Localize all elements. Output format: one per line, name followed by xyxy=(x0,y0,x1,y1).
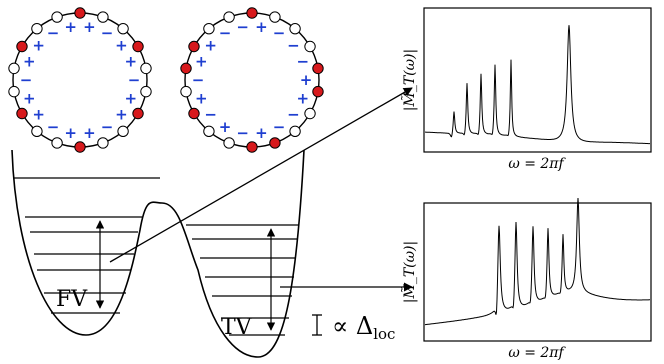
lattice-site xyxy=(117,22,129,35)
bond-sign: − xyxy=(128,71,141,89)
spectrum-curve-top xyxy=(425,25,650,145)
lattice-site xyxy=(223,11,235,23)
bond-sign: − xyxy=(47,118,60,136)
lattice-site xyxy=(16,107,28,120)
bond-sign: + xyxy=(255,18,268,36)
bond-sign: − xyxy=(236,18,249,36)
bond-sign: − xyxy=(20,71,33,89)
bond-sign: − xyxy=(236,124,249,142)
lattice-site xyxy=(304,107,316,120)
bond-sign: − xyxy=(219,24,232,42)
bond-sign: + xyxy=(195,53,208,71)
bond-sign: + xyxy=(296,89,309,107)
bond-sign: + xyxy=(219,118,232,136)
left-well-levels xyxy=(14,177,160,314)
lattice-site xyxy=(97,137,109,149)
bond-sign: − xyxy=(101,24,114,42)
bond-sign: + xyxy=(32,36,45,54)
lattice-site xyxy=(289,22,301,35)
lattice-site xyxy=(304,40,316,53)
lattice-site xyxy=(223,137,235,149)
lattice-site xyxy=(31,22,43,35)
lattice-site xyxy=(8,85,20,98)
spectrum-curve-bottom xyxy=(424,197,650,326)
lattice-site xyxy=(16,40,28,53)
bond-sign: + xyxy=(64,18,77,36)
arrow-to-top-spectrum xyxy=(109,87,413,263)
lattice-site xyxy=(246,141,258,153)
bond-sign: + xyxy=(32,106,45,124)
lattice-site xyxy=(74,7,86,19)
lattice-site xyxy=(203,22,215,35)
lattice-site xyxy=(180,85,192,98)
bond-sign: + xyxy=(115,106,128,124)
x-axis-label-bottom: ω = 2πf xyxy=(508,345,566,361)
bond-sign: − xyxy=(296,53,309,71)
bond-sign: − xyxy=(192,71,205,89)
spectrum-frame-bottom xyxy=(423,202,652,342)
spin-ring-left: + −++−++−++−++−++− + xyxy=(8,7,152,153)
x-axis-label-top: ω = 2πf xyxy=(508,156,566,172)
lattice-site xyxy=(180,62,192,75)
lattice-site xyxy=(188,40,200,53)
lattice-site xyxy=(269,11,281,23)
bond-sign: + xyxy=(115,36,128,54)
bond-sign: − xyxy=(287,106,300,124)
y-axis-label-top: |M̃_T(ω)| xyxy=(400,49,418,111)
false-vacuum-label: FV xyxy=(56,287,88,312)
bond-sign: − xyxy=(273,24,286,42)
lattice-site xyxy=(312,85,324,98)
bond-sign: + xyxy=(64,124,77,142)
spectrum-panel-top: |M̃_T(ω)| ω = 2πf xyxy=(400,7,652,172)
bond-sign: − xyxy=(204,106,217,124)
lattice-site xyxy=(188,107,200,120)
spin-ring-right: + −−−++−−+−+−+−++− − xyxy=(180,7,324,153)
bond-sign: + xyxy=(300,71,313,89)
lattice-site xyxy=(117,125,129,138)
lattice-site xyxy=(97,11,109,23)
lattice-site xyxy=(51,11,63,23)
lattice-site xyxy=(312,62,324,75)
bond-sign: − xyxy=(47,24,60,42)
lattice-site xyxy=(74,141,86,153)
bond-sign: + xyxy=(83,124,96,142)
lattice-site xyxy=(31,125,43,138)
splitting-label: ∝ Δloc xyxy=(332,312,395,343)
right-well-levels xyxy=(186,224,299,336)
bond-sign: + xyxy=(204,36,217,54)
bond-sign: + xyxy=(124,53,137,71)
bond-sign: − xyxy=(101,118,114,136)
lattice-site xyxy=(51,137,63,149)
lattice-site xyxy=(269,137,281,149)
bond-sign: + xyxy=(23,89,36,107)
lattice-site xyxy=(203,125,215,138)
spectrum-panel-bottom: |M̃_T(ω)| ω = 2πf xyxy=(400,197,652,361)
double-well-potential xyxy=(11,149,305,358)
lattice-site xyxy=(140,62,152,75)
lattice-site xyxy=(132,107,144,120)
lattice-site xyxy=(8,62,20,75)
bond-sign: + xyxy=(83,18,96,36)
true-vacuum-label: TV xyxy=(221,315,253,340)
lattice-site xyxy=(132,40,144,53)
y-axis-label-bottom: |M̃_T(ω)| xyxy=(400,241,418,303)
lattice-site xyxy=(289,125,301,138)
splitting-bracket xyxy=(312,314,322,336)
lattice-site xyxy=(140,85,152,98)
bond-sign: − xyxy=(273,118,286,136)
bond-sign: + xyxy=(195,89,208,107)
spectrum-frame-top xyxy=(423,7,652,153)
bond-sign: − xyxy=(287,36,300,54)
bond-sign: + xyxy=(23,53,36,71)
bond-sign: + xyxy=(255,124,268,142)
lattice-site xyxy=(246,7,258,19)
bond-sign: + xyxy=(124,89,137,107)
